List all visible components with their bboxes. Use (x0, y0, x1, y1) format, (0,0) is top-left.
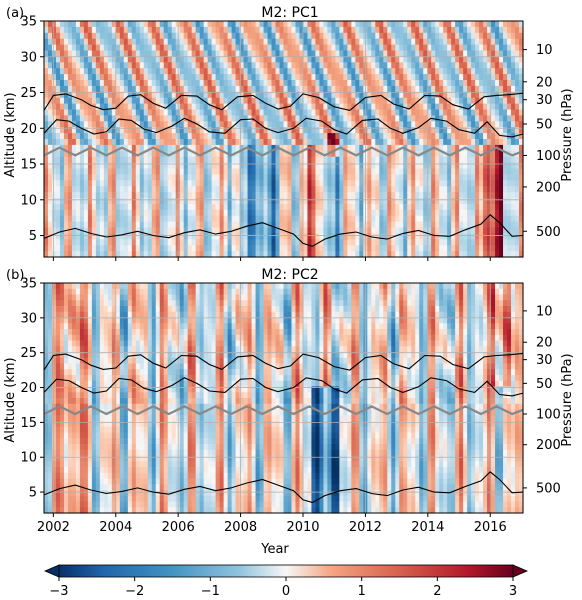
colorbar: −3 −2 −1 0 1 2 3 (43, 564, 529, 599)
qbo-upper-line (43, 352, 524, 371)
panel-b-ylabel-right: Pressure (hPa) (560, 353, 575, 446)
lower-contour-line (43, 471, 524, 504)
qbo-lower-line (43, 377, 524, 397)
colorbar-extend-high (512, 564, 529, 578)
panel-a-ylabel-right: Pressure (hPa) (560, 88, 575, 181)
y-tick-label: 5 (29, 486, 37, 501)
pressure-tick-label: 10 (536, 43, 553, 58)
y-tick-label: 10 (20, 193, 37, 208)
pressure-tick-label: 100 (536, 408, 561, 423)
x-axis-label: Year (260, 542, 289, 557)
panel-a-title: M2: PC1 (261, 5, 318, 21)
y-tick-label: 10 (20, 451, 37, 466)
panel-b-pressure-ticks: 10 20 30 50 100 200 500 (523, 304, 561, 496)
panel-a: (a) M2: PC1 5 10 15 20 25 30 35 10 20 30 50 100 200… (3, 5, 575, 261)
colorbar-extend-low (43, 564, 60, 578)
panel-a-contours (43, 92, 524, 247)
panel-a-x-ticks (52, 257, 491, 261)
lower-contour-line (43, 214, 524, 247)
x-tick-label: 2004 (99, 520, 132, 535)
colorbar-tick-label: −1 (201, 584, 220, 599)
panel-b: (b) M2: PC2 2002 2004 2006 2008 2010 2012 2014… (3, 267, 575, 535)
colorbar-tick-label: 2 (433, 584, 441, 599)
tropopause-line (43, 405, 524, 416)
y-tick-label: 25 (20, 86, 37, 101)
x-tick-label: 2002 (37, 520, 70, 535)
colorbar-ticks: −3 −2 −1 0 1 2 3 (49, 577, 517, 599)
x-tick-label: 2006 (162, 520, 195, 535)
panel-a-frame (43, 20, 524, 258)
y-tick-label: 5 (29, 229, 37, 244)
panel-b-ylabel: Altitude (km) (3, 357, 18, 442)
panel-b-frame (43, 282, 524, 514)
colorbar-tick-label: 3 (509, 584, 517, 599)
y-tick-label: 25 (20, 346, 37, 361)
pressure-tick-label: 100 (536, 149, 561, 164)
panel-a-y-ticks: 5 10 15 20 25 30 35 (20, 15, 44, 244)
qbo-lower-line (43, 117, 524, 138)
pressure-tick-label: 50 (536, 117, 553, 132)
y-tick-label: 35 (20, 277, 37, 292)
x-tick-label: 2014 (411, 520, 444, 535)
panel-b-heatmap (44, 283, 524, 514)
pressure-tick-label: 30 (536, 93, 553, 108)
y-tick-label: 15 (20, 416, 37, 431)
colorbar-tick-label: −2 (125, 584, 144, 599)
panel-b-y-ticks: 5 10 15 20 25 30 35 (20, 277, 44, 501)
pressure-tick-label: 200 (536, 180, 561, 195)
y-tick-label: 30 (20, 311, 37, 326)
pressure-tick-label: 500 (536, 481, 561, 496)
y-tick-label: 30 (20, 50, 37, 65)
y-tick-label: 15 (20, 158, 37, 173)
x-tick-label: 2012 (349, 520, 382, 535)
panel-b-title: M2: PC2 (261, 267, 318, 283)
qbo-upper-line (43, 92, 524, 111)
x-tick-label: 2008 (224, 520, 257, 535)
y-tick-label: 20 (20, 381, 37, 396)
y-tick-label: 35 (20, 15, 37, 30)
pressure-tick-label: 20 (536, 336, 553, 351)
panel-b-contours (43, 352, 524, 504)
colorbar-gradient (58, 564, 514, 578)
pressure-tick-label: 20 (536, 75, 553, 90)
tropopause-line (43, 146, 524, 157)
pressure-tick-label: 200 (536, 438, 561, 453)
pressure-tick-label: 30 (536, 353, 553, 368)
y-tick-label: 20 (20, 122, 37, 137)
x-tick-label: 2016 (474, 520, 507, 535)
pressure-tick-label: 500 (536, 225, 561, 240)
colorbar-tick-label: 1 (358, 584, 366, 599)
panel-b-x-ticks: 2002 2004 2006 2008 2010 2012 2014 2016 (37, 513, 507, 535)
panel-a-pressure-ticks: 10 20 30 50 100 200 500 (523, 43, 561, 240)
panel-b-label: (b) (6, 268, 24, 283)
panel-a-ylabel: Altitude (km) (3, 92, 18, 177)
x-tick-label: 2010 (286, 520, 319, 535)
colorbar-tick-label: −3 (49, 584, 68, 599)
pressure-tick-label: 10 (536, 304, 553, 319)
panel-a-label: (a) (6, 6, 24, 21)
colorbar-tick-label: 0 (282, 584, 290, 599)
pressure-tick-label: 50 (536, 377, 553, 392)
